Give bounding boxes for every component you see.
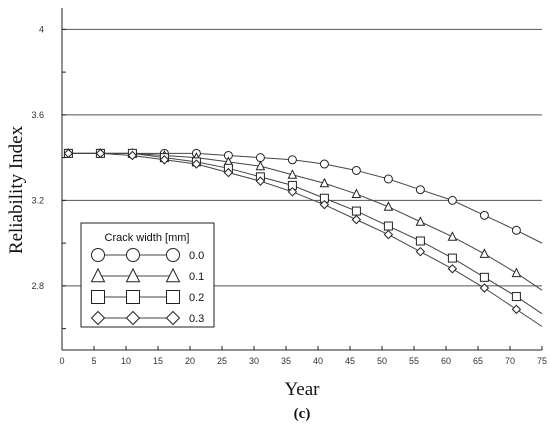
data-point: [511, 292, 521, 302]
axes: 2.83.23.640 5 10 15 20 25 30 35 40 45 50 55 60 65 70 75: [31, 8, 547, 366]
y-axis-title: Reliability Index: [6, 125, 27, 254]
legend-label: 0.0: [189, 250, 204, 262]
legend-marker-diamond: [90, 310, 106, 326]
legend-marker-square: [126, 290, 140, 304]
data-point: [447, 264, 458, 274]
data-point: [351, 214, 362, 225]
y-tick-label: 2.8: [31, 281, 44, 291]
x-tick-label: 35: [281, 356, 291, 366]
legend-marker-square: [91, 290, 105, 304]
data-point: [479, 272, 489, 282]
data-point: [383, 201, 394, 211]
grid-lines: [62, 28, 542, 287]
x-tick-label: 10: [121, 356, 131, 366]
legend-box: [80, 222, 215, 328]
series-line: [68, 152, 543, 291]
x-tick-label: 60: [441, 356, 451, 366]
legend-marker-diamond: [125, 310, 141, 326]
series-diamond: [63, 148, 543, 327]
x-tick-label: 0: [59, 356, 64, 366]
y-tick-label: 4: [39, 24, 44, 34]
data-point: [223, 167, 234, 178]
series-line: [68, 152, 543, 315]
series-line: [68, 152, 543, 327]
data-point: [447, 253, 457, 263]
x-tick-label: 70: [505, 356, 515, 366]
data-point: [479, 248, 490, 258]
x-tick-label: 55: [409, 356, 419, 366]
data-point: [415, 236, 425, 246]
legend-label: 0.3: [189, 313, 204, 325]
data-point: [255, 176, 266, 186]
data-point: [287, 155, 297, 165]
x-tick-label: 40: [313, 356, 323, 366]
data-point: [351, 188, 362, 198]
data-point: [319, 159, 329, 169]
legend-marker-circle: [91, 248, 105, 262]
x-tick-label: 15: [153, 356, 163, 366]
figure-caption: (c): [294, 406, 311, 422]
legend-marker-circle: [166, 248, 180, 262]
data-point: [255, 153, 265, 163]
data-point: [287, 187, 298, 197]
data-point: [511, 267, 522, 278]
data-point: [415, 185, 425, 195]
data-point: [63, 148, 74, 159]
data-point: [447, 231, 458, 241]
data-point: [447, 195, 457, 205]
data-point: [319, 199, 330, 210]
data-point: [319, 177, 330, 188]
data-point: [511, 304, 522, 315]
data-point: [415, 216, 426, 226]
legend-marker-triangle: [125, 267, 141, 283]
legend-marker-triangle: [165, 267, 181, 283]
data-point: [351, 165, 361, 175]
data-point: [95, 148, 106, 159]
x-tick-label: 25: [217, 356, 227, 366]
x-tick-label: 45: [345, 356, 355, 366]
x-tick-label: 75: [537, 356, 547, 366]
data-point: [383, 229, 394, 240]
legend-marker-square: [166, 290, 180, 304]
x-tick-label: 50: [377, 356, 387, 366]
series-line: [68, 152, 543, 244]
data-point: [351, 206, 361, 216]
legend-title: Crack width [mm]: [105, 232, 190, 244]
legend-label: 0.1: [189, 271, 204, 283]
data-point: [479, 210, 489, 220]
y-tick-label: 3.6: [31, 110, 44, 120]
legend-marker-diamond: [165, 310, 181, 326]
legend-label: 0.2: [189, 292, 204, 304]
x-tick-label: 5: [91, 356, 96, 366]
x-tick-label: 20: [185, 356, 195, 366]
data-point: [287, 169, 298, 179]
series-group: [63, 147, 543, 327]
legend: Crack width [mm] 0.0 0.1 0.2 0.3: [80, 222, 215, 328]
x-tick-label: 65: [473, 356, 483, 366]
data-point: [511, 225, 521, 235]
x-tick-label: 30: [249, 356, 259, 366]
data-point: [191, 159, 202, 169]
legend-marker-triangle: [90, 267, 106, 283]
data-point: [479, 283, 490, 293]
data-point: [383, 174, 393, 184]
data-point: [159, 155, 170, 165]
data-point: [127, 150, 138, 161]
data-point: [383, 221, 393, 231]
data-point: [415, 246, 426, 257]
data-point: [255, 160, 266, 171]
y-tick-label: 3.2: [31, 195, 44, 205]
x-axis-title: Year: [284, 379, 320, 400]
legend-marker-circle: [126, 248, 140, 262]
